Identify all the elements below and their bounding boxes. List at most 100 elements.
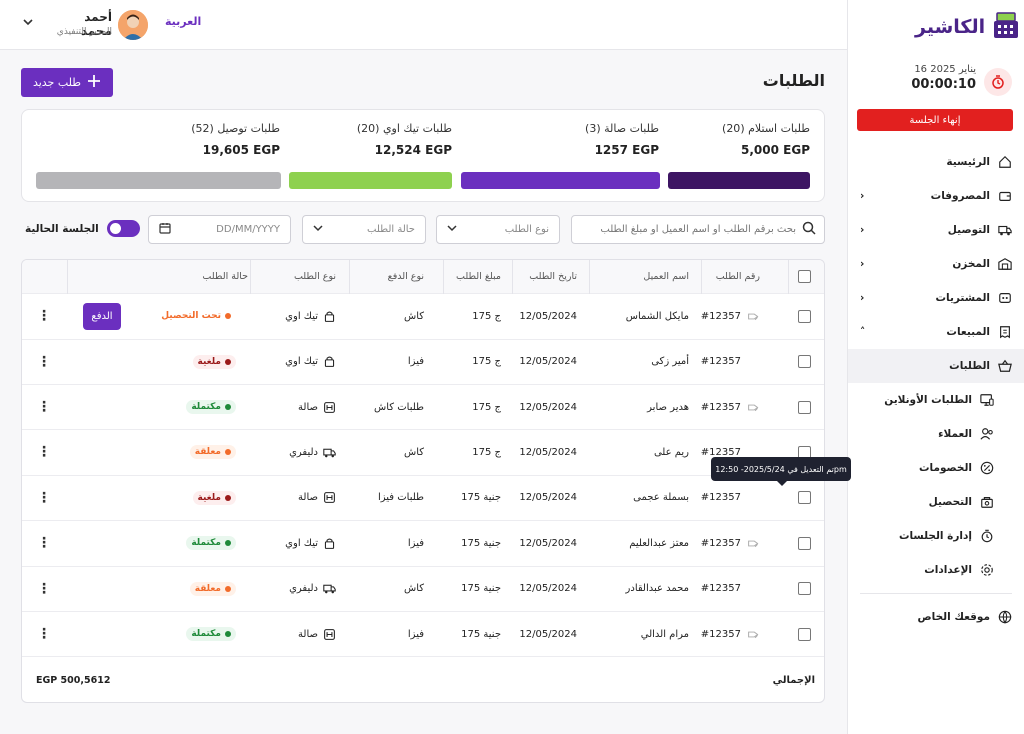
current-session-toggle[interactable] (106, 220, 140, 237)
session-time: 16 يناير 2025 00:00:10 (900, 64, 976, 92)
sidebar-item-12[interactable]: الإعدادات (848, 553, 1024, 587)
order-id-cell[interactable]: #12357 (701, 339, 760, 384)
table-row[interactable]: #12357 مرام الدالي 12/05/2024 175 جنية فيزا ص… (22, 612, 824, 658)
avatar[interactable] (118, 10, 148, 40)
home-icon (998, 155, 1012, 169)
more-options-icon[interactable]: ⋮ (37, 626, 51, 643)
order-amount: 175 ج (472, 446, 501, 458)
sidebar-item-5[interactable]: ˄ المبيعات (848, 315, 1024, 349)
sidebar-item-3[interactable]: › المخزن (848, 247, 1024, 281)
table-row[interactable]: #12357 أمير زكى 12/05/2024 175 ج فيزا تيك اوي… (22, 339, 824, 385)
order-date: 12/05/2024 (519, 628, 577, 640)
status-text: ملغية (197, 356, 221, 367)
order-id-cell[interactable]: #12357 (701, 294, 760, 339)
status-text: معلقة (194, 447, 221, 458)
payment-type: كاش (403, 446, 424, 458)
more-options-icon[interactable]: ⋮ (37, 489, 51, 506)
end-session-button[interactable]: إنهاء الجلسة (857, 109, 1013, 131)
col-header-id: رقم الطلب (715, 271, 760, 282)
row-checkbox[interactable] (798, 400, 811, 414)
table-row[interactable]: #12357 معتز عبدالعليم 12/05/2024 175 جنية في… (22, 521, 824, 567)
more-options-icon[interactable]: ⋮ (37, 535, 51, 552)
sidebar-item-9[interactable]: الخصومات (848, 451, 1024, 485)
sidebar-item-2[interactable]: › التوصيل (848, 213, 1024, 247)
date-field[interactable]: DD/MM/YYYY (148, 215, 291, 244)
order-id-cell[interactable]: #12357 (701, 430, 760, 475)
pay-button[interactable]: الدفع (83, 302, 121, 330)
dine-icon (323, 491, 336, 504)
status-cell: مكتملة (186, 385, 236, 430)
stat-bar-0 (668, 172, 810, 189)
status-badge: تحت التحصيل (156, 309, 236, 324)
row-checkbox[interactable] (798, 491, 811, 505)
select-all-checkbox[interactable] (798, 270, 811, 283)
more-options-icon[interactable]: ⋮ (37, 444, 51, 461)
col-header-date: تاريخ الطلب (529, 271, 577, 282)
row-checkbox[interactable] (798, 309, 811, 323)
order-stats-card: طلبات استلام (20) 5,000 EGP طلبات صالة (3)… (21, 109, 825, 202)
row-checkbox[interactable] (798, 536, 811, 550)
order-id-cell[interactable]: #12357 (701, 612, 760, 657)
sidebar-item-0[interactable]: الرئيسية (848, 145, 1024, 179)
search-input[interactable] (586, 224, 796, 235)
table-row[interactable]: #12357 ريم على 12/05/2024 175 ج كاش دليفري معل… (22, 430, 824, 476)
col-header-amount: مبلغ الطلب (456, 271, 501, 282)
stat-bar-2 (289, 172, 452, 189)
row-checkbox[interactable] (798, 627, 811, 641)
table-row[interactable]: #12357 هدير صابر 12/05/2024 175 ج طلبات كاش ص… (22, 385, 824, 431)
page-title: الطلبات (762, 71, 825, 90)
new-order-button[interactable]: طلب جديد (21, 68, 113, 97)
table-row[interactable]: #12357 محمد عبدالقادر 12/05/2024 175 جنية كا… (22, 566, 824, 612)
order-type: تيك اوي (285, 537, 318, 549)
status-badge: مكتملة (186, 627, 236, 642)
sidebar-item-8[interactable]: العملاء (848, 417, 1024, 451)
payment-type: طلبات كاش (374, 401, 424, 413)
edited-icon (747, 537, 760, 550)
sidebar-item-11[interactable]: إدارة الجلسات (848, 519, 1024, 553)
status-badge: مكتملة (186, 536, 236, 551)
more-options-icon[interactable]: ⋮ (37, 353, 51, 370)
status-dot (225, 631, 231, 638)
more-options-icon[interactable]: ⋮ (37, 580, 51, 597)
stat-1: طلبات صالة (3) 1257 EGP (585, 122, 659, 157)
discount-icon (980, 461, 994, 475)
app-logo: الكاشير (915, 10, 1021, 43)
sidebar-item-1[interactable]: › المصروفات (848, 179, 1024, 213)
status-dot (225, 404, 231, 411)
sidebar-item-label: المصروفات (930, 190, 990, 202)
order-id-cell[interactable]: #12357 (701, 476, 760, 521)
table-row[interactable]: #12357 بسملة عجمى 12/05/2024 175 جنية طلبات … (22, 476, 824, 522)
more-options-icon[interactable]: ⋮ (37, 308, 51, 325)
customer-name: محمد عبدالقادر (625, 583, 689, 595)
status-text: مكتملة (191, 402, 221, 413)
table-row[interactable]: #12357 مايكل الشماس 12/05/2024 175 ج كاش تيك … (22, 294, 824, 340)
row-checkbox[interactable] (798, 582, 811, 596)
order-type-value: نوع الطلب (504, 224, 549, 235)
status-cell: مكتملة (186, 612, 236, 657)
sidebar-item-label: المخزن (952, 258, 990, 270)
search-box[interactable] (571, 215, 825, 244)
sidebar-item-website[interactable]: موقعك الخاص (848, 600, 1024, 634)
sidebar-item-label: الرئيسية (946, 156, 990, 168)
stat-value: 12,524 EGP (374, 143, 452, 157)
more-options-icon[interactable]: ⋮ (37, 399, 51, 416)
cash-register-icon (991, 10, 1021, 43)
customer-name: أمير زكى (651, 356, 689, 368)
stat-bar-1 (461, 172, 660, 189)
order-type-select[interactable]: نوع الطلب (436, 215, 560, 244)
row-checkbox[interactable] (798, 355, 811, 369)
order-id-cell[interactable]: #12357 (701, 385, 760, 430)
sidebar-item-10[interactable]: التحصيل (848, 485, 1024, 519)
sidebar-item-6[interactable]: الطلبات (848, 349, 1024, 383)
order-id-cell[interactable]: #12357 (701, 566, 760, 611)
language-switch[interactable]: العربية (165, 15, 202, 28)
sidebar-item-7[interactable]: الطلبات الأونلاين (848, 383, 1024, 417)
order-amount: 175 جنية (461, 628, 501, 640)
total-value: EGP 500,5612 (36, 675, 111, 686)
order-id-cell[interactable]: #12357 (701, 521, 760, 566)
receipt-icon (998, 325, 1012, 339)
sidebar-item-4[interactable]: › المشتريات (848, 281, 1024, 315)
order-status-select[interactable]: حالة الطلب (302, 215, 426, 244)
chevron-down-icon[interactable] (22, 16, 34, 31)
search-icon (802, 221, 816, 238)
